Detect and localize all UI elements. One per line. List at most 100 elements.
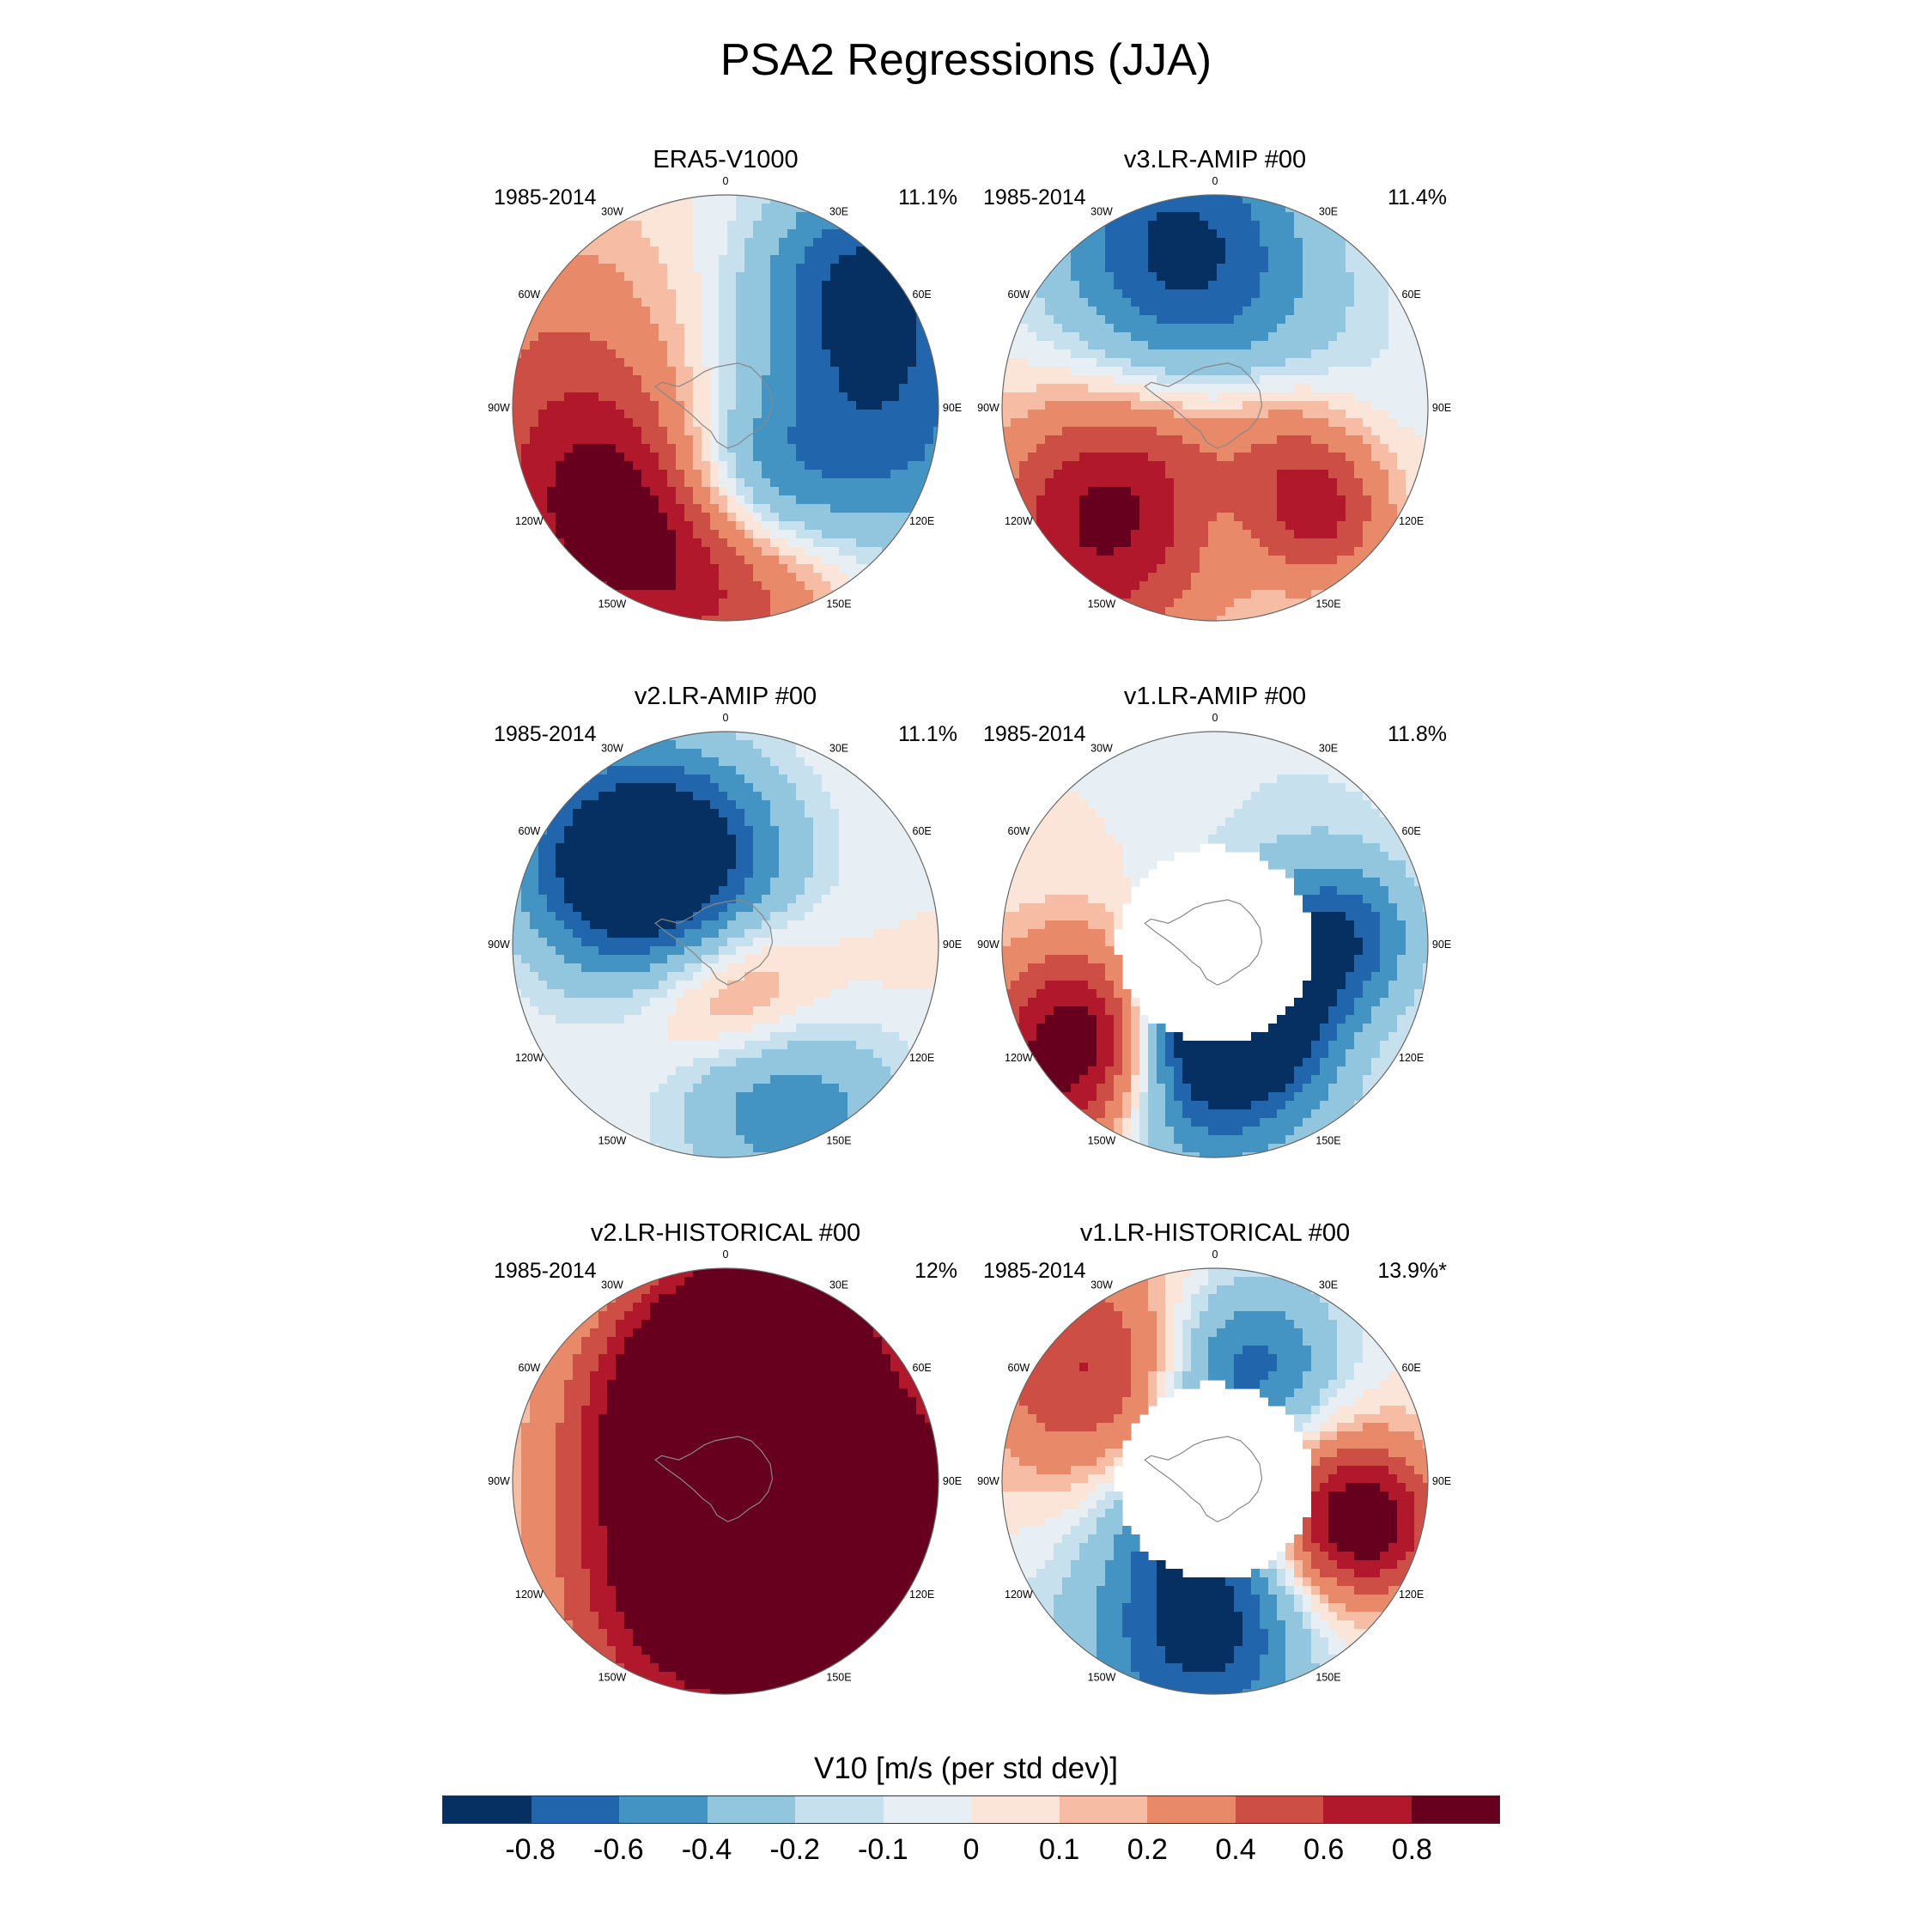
colorbar-swatch xyxy=(531,1796,619,1823)
antarctica-coastline xyxy=(654,899,774,986)
longitude-label: 60E xyxy=(1402,825,1421,837)
longitude-label: 60W xyxy=(1008,1362,1030,1374)
panel-variance: 11.8% xyxy=(1387,722,1447,746)
panel-period: 1985-2014 xyxy=(983,1259,1086,1283)
longitude-label: 30E xyxy=(829,1279,848,1291)
longitude-label: 30W xyxy=(1091,205,1113,217)
colorbar-swatch xyxy=(1235,1796,1323,1823)
colorbar-swatch xyxy=(1147,1796,1236,1823)
longitude-label: 90W xyxy=(977,402,999,414)
longitude-label: 30W xyxy=(1091,742,1113,754)
map-panel-era5: 030E60E90E120E150E180150W120W90W60W30W E… xyxy=(459,146,992,627)
colorbar-swatch xyxy=(443,1796,532,1823)
longitude-label: 120W xyxy=(515,1052,544,1064)
longitude-label: 0 xyxy=(1212,1249,1218,1261)
map-boundary xyxy=(1001,731,1429,1158)
longitude-label: 90E xyxy=(943,1475,962,1487)
figure-title: PSA2 Regressions (JJA) xyxy=(720,35,1212,85)
colorbar-tick-label: -0.6 xyxy=(593,1833,644,1866)
longitude-label: 150W xyxy=(1088,598,1116,611)
longitude-label: 150W xyxy=(598,1672,627,1684)
map-boundary xyxy=(1001,1267,1429,1695)
polar-map: 030E60E90E120E150E180150W120W90W60W30W xyxy=(977,175,1451,622)
longitude-label: 30E xyxy=(1319,1279,1338,1291)
polar-map: 030E60E90E120E150E180150W120W90W60W30W xyxy=(977,1249,1451,1695)
longitude-label: 120W xyxy=(1005,515,1033,527)
panel-variance: 11.1% xyxy=(897,185,957,210)
colorbar-tick-label: -0.8 xyxy=(505,1833,556,1866)
colorbar-tick-label: 0.4 xyxy=(1215,1833,1256,1866)
map-boundary xyxy=(512,1267,939,1695)
longitude-label: 60W xyxy=(1008,289,1030,301)
longitude-label: 60W xyxy=(519,289,541,301)
panel-variance: 11.4% xyxy=(1387,185,1447,210)
longitude-label: 90W xyxy=(977,939,999,951)
longitude-label: 120W xyxy=(515,515,544,527)
longitude-label: 90W xyxy=(488,1475,510,1487)
longitude-label: 30E xyxy=(829,742,848,754)
map-panel-v1-historical: 030E60E90E120E150E180150W120W90W60W30W v… xyxy=(949,1219,1481,1700)
polar-map: 030E60E90E120E150E180150W120W90W60W30W xyxy=(488,175,962,622)
map-boundary xyxy=(1001,194,1429,622)
longitude-label: 90E xyxy=(1432,939,1451,951)
colorbar-swatch xyxy=(707,1796,795,1823)
panel-title: v2.LR-AMIP #00 xyxy=(634,683,817,710)
longitude-label: 30W xyxy=(601,205,623,217)
longitude-label: 120W xyxy=(1005,1589,1033,1601)
colorbar-tick-label: -0.2 xyxy=(769,1833,820,1866)
panel-variance: 12% xyxy=(914,1259,957,1283)
panel-title: v2.LR-HISTORICAL #00 xyxy=(590,1219,861,1247)
panel-period: 1985-2014 xyxy=(494,722,597,746)
longitude-label: 0 xyxy=(723,712,729,724)
longitude-label: 90E xyxy=(943,939,962,951)
longitude-label: 150E xyxy=(826,1135,851,1147)
longitude-label: 0 xyxy=(723,175,729,187)
colorbar-tick-label: 0.6 xyxy=(1303,1833,1345,1866)
panel-title: v3.LR-AMIP #00 xyxy=(1123,146,1307,173)
longitude-label: 60E xyxy=(913,825,932,837)
antarctica-coastline xyxy=(1144,899,1263,986)
map-panel-v2-historical: 030E60E90E120E150E180150W120W90W60W30W v… xyxy=(459,1219,992,1700)
antarctica-coastline xyxy=(654,1436,774,1522)
map-boundary xyxy=(512,731,939,1158)
longitude-label: 150E xyxy=(826,1672,851,1684)
longitude-label: 150W xyxy=(1088,1135,1116,1147)
panel-period: 1985-2014 xyxy=(494,1259,597,1283)
panel-period: 1985-2014 xyxy=(983,185,1086,210)
colorbar-swatch xyxy=(1059,1796,1147,1823)
map-boundary xyxy=(512,194,939,622)
longitude-label: 30E xyxy=(1319,742,1338,754)
antarctica-coastline xyxy=(1144,362,1263,449)
colorbar-tick-label: 0.8 xyxy=(1391,1833,1432,1866)
longitude-label: 150E xyxy=(826,598,851,611)
antarctica-coastline xyxy=(1144,1436,1263,1522)
longitude-label: 90W xyxy=(488,939,510,951)
colorbar-swatch xyxy=(795,1796,884,1823)
longitude-label: 150E xyxy=(1315,1672,1340,1684)
anomaly-field xyxy=(513,195,939,621)
antarctica-coastline xyxy=(654,362,774,449)
longitude-label: 90W xyxy=(488,402,510,414)
longitude-label: 0 xyxy=(1212,712,1218,724)
panel-variance: 11.1% xyxy=(897,722,957,746)
longitude-label: 60E xyxy=(1402,1362,1421,1374)
longitude-label: 60E xyxy=(913,289,932,301)
longitude-label: 120W xyxy=(515,1589,544,1601)
longitude-label: 120E xyxy=(1399,515,1424,527)
longitude-label: 90E xyxy=(943,402,962,414)
longitude-label: 30W xyxy=(601,1279,623,1291)
longitude-label: 150W xyxy=(598,598,627,611)
longitude-label: 120E xyxy=(909,1052,934,1064)
map-panel-v1-amip: 030E60E90E120E150E180150W120W90W60W30W v… xyxy=(949,683,1481,1163)
panel-period: 1985-2014 xyxy=(983,722,1086,746)
longitude-label: 30E xyxy=(1319,205,1338,217)
longitude-label: 60E xyxy=(913,1362,932,1374)
longitude-label: 120E xyxy=(1399,1589,1424,1601)
longitude-label: 150W xyxy=(1088,1672,1116,1684)
panel-title: v1.LR-AMIP #00 xyxy=(1123,683,1307,710)
colorbar-title: V10 [m/s (per std dev)] xyxy=(813,1752,1119,1785)
colorbar-swatch xyxy=(1411,1796,1499,1823)
longitude-label: 30W xyxy=(1091,1279,1113,1291)
panel-period: 1985-2014 xyxy=(494,185,597,210)
